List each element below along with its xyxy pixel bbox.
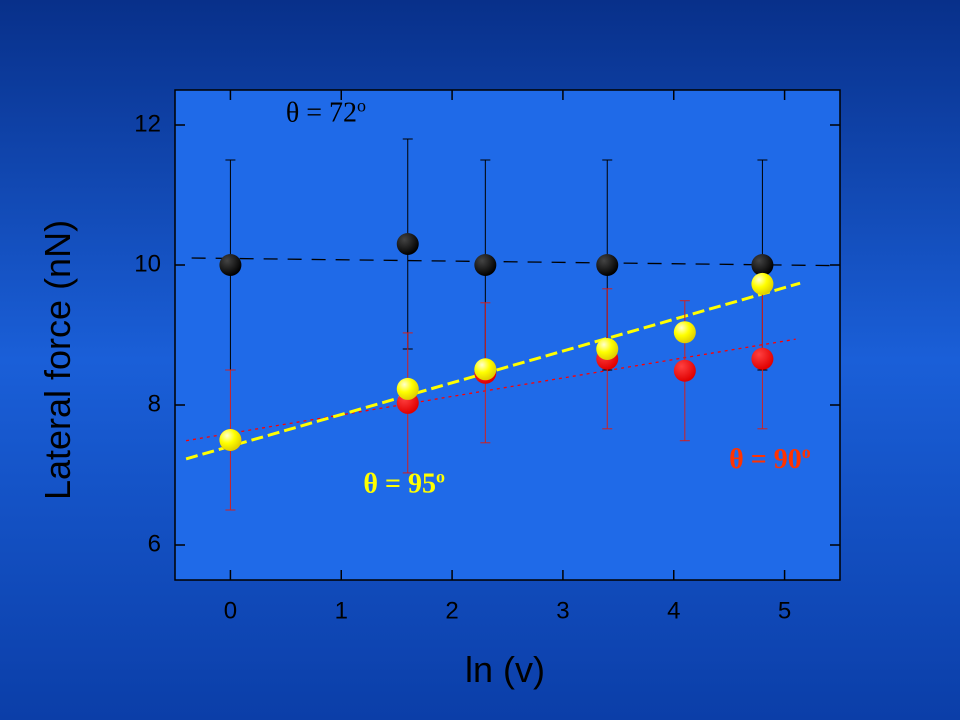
fit-line — [185, 338, 796, 442]
annotation-text: θ = 95 — [363, 469, 436, 500]
annotation: θ = 95o — [363, 467, 445, 500]
marker — [396, 377, 419, 400]
x-tick-label: 1 — [335, 597, 348, 624]
y-tick-label: 12 — [134, 110, 161, 137]
marker — [751, 347, 774, 370]
fit-line — [185, 281, 801, 461]
x-tick-label: 4 — [667, 597, 680, 624]
x-tick-label: 3 — [556, 597, 569, 624]
y-tick-label: 10 — [134, 250, 161, 277]
marker — [751, 272, 774, 295]
annotation-sup: o — [436, 467, 445, 487]
annotation-sup: o — [357, 96, 366, 116]
x-tick-label: 0 — [224, 597, 237, 624]
plot-area — [174, 89, 841, 581]
annotation-text: θ = 72 — [286, 98, 357, 129]
marker — [219, 254, 242, 276]
marker — [219, 429, 242, 451]
marker — [474, 254, 497, 276]
annotation-sup: o — [802, 442, 811, 462]
annotation-text: θ = 90 — [729, 444, 802, 475]
x-axis-title: ln (v) — [465, 649, 545, 690]
fit-line — [191, 257, 841, 267]
marker — [673, 359, 696, 382]
y-tick-label: 6 — [148, 530, 161, 557]
x-tick-label: 5 — [778, 597, 791, 624]
marker — [751, 254, 774, 276]
annotation: θ = 72o — [286, 96, 366, 129]
annotation: θ = 90o — [729, 442, 811, 475]
x-tick-label: 2 — [445, 597, 458, 624]
marker — [396, 233, 419, 255]
marker — [673, 321, 696, 344]
y-axis-title: Lateral force (nN) — [37, 220, 78, 500]
marker — [596, 254, 619, 276]
y-tick-label: 8 — [148, 390, 161, 417]
marker — [596, 338, 619, 360]
marker — [474, 358, 497, 381]
